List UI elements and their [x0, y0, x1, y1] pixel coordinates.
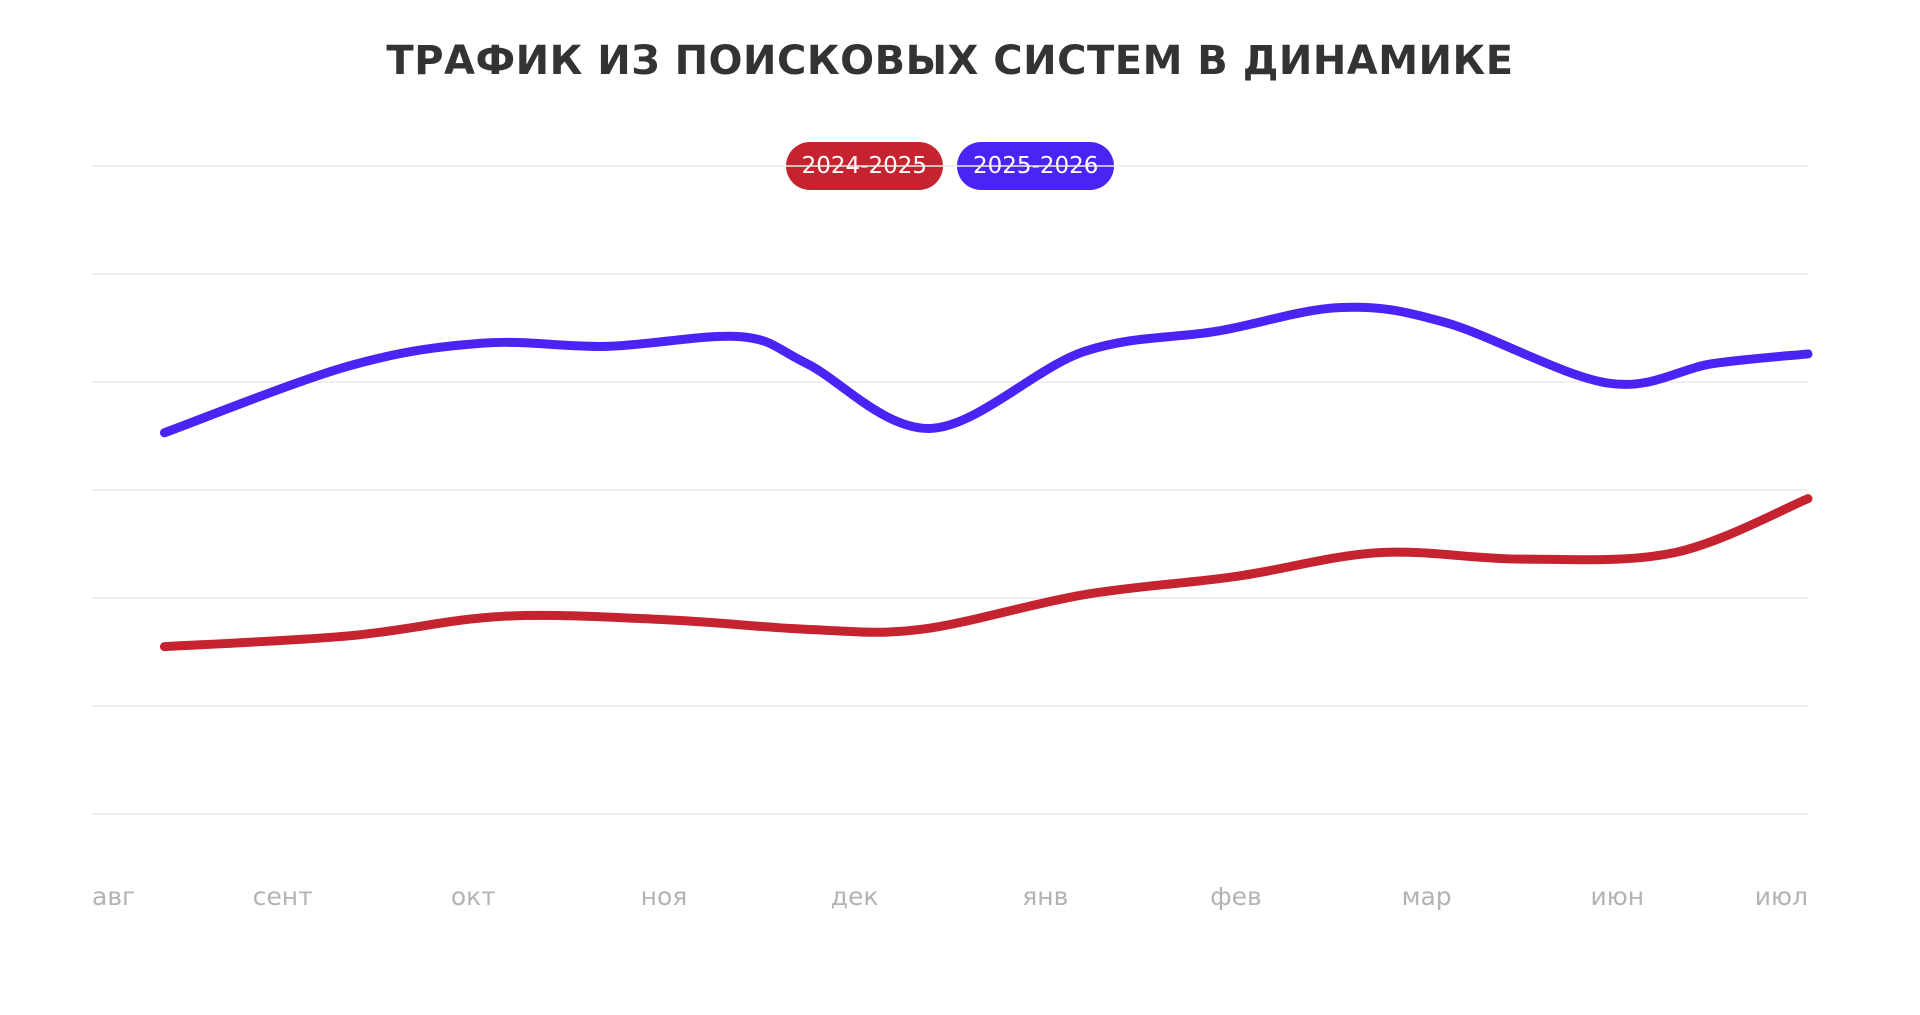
x-tick-label: янв — [1022, 882, 1068, 911]
grid — [92, 165, 1808, 815]
series-line-2024-2025[interactable] — [159, 494, 1813, 652]
x-tick-label: июл — [1755, 882, 1808, 911]
series-group — [159, 302, 1813, 652]
x-tick-label: сент — [253, 882, 313, 911]
x-tick-label: дек — [831, 882, 879, 911]
chart-title: ТРАФИК ИЗ ПОИСКОВЫХ СИСТЕМ В ДИНАМИКЕ — [386, 38, 1514, 84]
series-line-2025-2026[interactable] — [159, 302, 1813, 438]
x-tick-label: июн — [1591, 882, 1645, 911]
x-tick-label: фев — [1210, 882, 1262, 911]
x-axis: авг сент окт ноя дек янв фев мар июн июл — [92, 882, 1808, 911]
x-tick-label: окт — [451, 882, 496, 911]
x-tick-label: авг — [92, 882, 135, 911]
x-tick-label: мар — [1402, 882, 1452, 911]
x-tick-label: ноя — [641, 882, 688, 911]
